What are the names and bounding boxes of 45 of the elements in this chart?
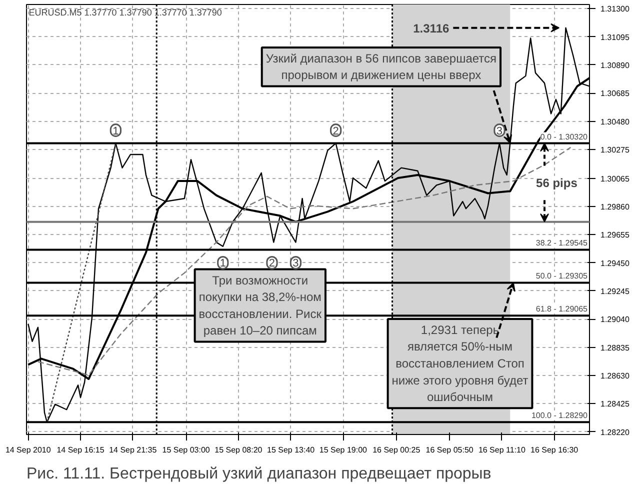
y-tick-label: 1.31300 <box>600 4 630 14</box>
x-tick-label: 16 Sep 16:30 <box>530 446 579 454</box>
x-tick-label: 14 Sep 2010 <box>5 446 52 454</box>
x-tick-label: 15 Sep 19:00 <box>319 446 368 454</box>
y-tick-label: 1.29450 <box>600 258 630 268</box>
annotation: 3 <box>496 125 503 138</box>
annotation: 56 pips <box>536 176 578 190</box>
annotation: 0.0 - 1.30320 <box>540 132 588 142</box>
annotation: 3 <box>292 258 299 270</box>
annotation: 50.0 - 1.29305 <box>536 272 588 281</box>
annotation: 38.2 - 1.29545 <box>536 238 588 248</box>
annotation: 2 <box>332 125 339 138</box>
y-tick-label: 1.30480 <box>600 117 630 126</box>
y-tick-label: 1.28630 <box>600 371 630 380</box>
y-tick-label: 1.29245 <box>600 286 630 296</box>
x-tick-label: 15 Sep 13:40 <box>267 446 316 454</box>
y-tick-label: 1.29655 <box>600 230 630 240</box>
annotation: 1.3116 <box>413 21 450 36</box>
annotation: Узкий диапазон в 56 пипсов завершается прорывом и движением цены вверх <box>266 51 497 82</box>
y-tick-label: 1.30890 <box>600 60 630 70</box>
y-tick-label: 1.29040 <box>600 315 630 324</box>
annotation: 1 <box>220 258 226 270</box>
y-tick-label: 1.28220 <box>600 428 630 437</box>
y-tick-label: 1.30685 <box>600 89 630 98</box>
x-tick-label: 14 Sep 16:15 <box>56 446 105 454</box>
text: Рис. 11.11. Бестрендовый узкий диапазон предвещает прорыв <box>26 466 492 482</box>
annotation: 100.0 - 1.28290 <box>531 411 588 420</box>
x-tick-label: 16 Sep 00:25 <box>372 446 421 454</box>
y-tick-label: 1.28425 <box>600 400 630 409</box>
annotation: Три возможности покупки на 38,2%-ном восстановлении. Риск равен 10–20 пипсам <box>198 273 322 338</box>
annotation: 1 <box>112 125 119 138</box>
x-tick-label: 16 Sep 05:50 <box>426 446 474 454</box>
y-tick-label: 1.28835 <box>600 343 630 352</box>
y-tick-label: 1.29860 <box>600 202 630 212</box>
y-tick-label: 1.31095 <box>600 32 630 42</box>
x-tick-label: 15 Sep 08:20 <box>214 446 263 454</box>
annotation: 2 <box>268 258 276 270</box>
y-tick-label: 1.30065 <box>600 174 630 184</box>
annotation: 1,2931 теперь является 50%-ным восстановлением Стоп ниже этого уровня будет ошибочным <box>392 322 529 404</box>
annotation: EURUSD.M5 1.37770 1.37790 1.37770 1.37790 <box>28 8 222 18</box>
annotation: 61.8 - 1.29065 <box>536 304 588 314</box>
y-tick-label: 1.30275 <box>600 145 630 154</box>
x-tick-label: 15 Sep 03:00 <box>162 446 210 454</box>
x-tick-label: 14 Sep 21:35 <box>109 446 158 454</box>
x-tick-label: 16 Sep 11:10 <box>478 446 526 454</box>
